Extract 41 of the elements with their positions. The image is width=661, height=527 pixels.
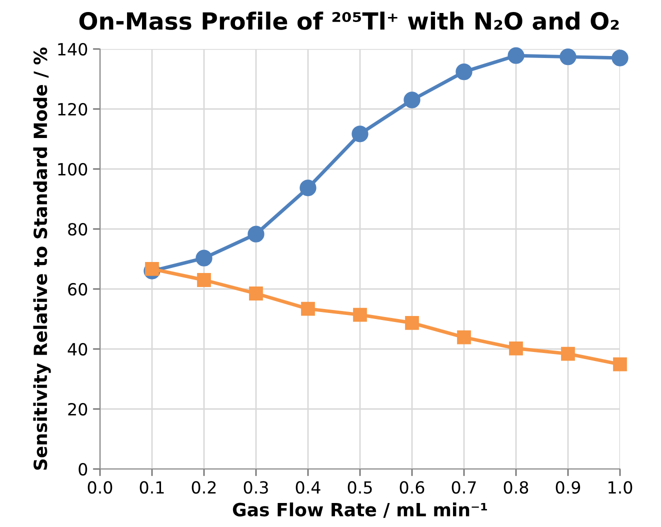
point xyxy=(145,262,159,276)
point xyxy=(405,316,419,330)
point xyxy=(352,126,368,142)
y-axis-title: Sensitivity Relative to Standard Mode / % xyxy=(33,47,51,470)
point xyxy=(404,92,420,108)
y-tick-label: 140 xyxy=(58,42,88,56)
x-tick-label: 0.4 xyxy=(296,481,320,494)
y-tick-label: 120 xyxy=(58,102,88,116)
y-tick-label: 0 xyxy=(78,462,88,476)
point xyxy=(197,273,211,287)
point xyxy=(300,180,316,196)
chart-title: On-Mass Profile of ²⁰⁵Tl⁺ with N₂O and O₂ xyxy=(79,12,619,30)
x-tick-label: 0.9 xyxy=(556,481,580,494)
point xyxy=(248,226,264,242)
point xyxy=(560,48,576,66)
point xyxy=(508,47,524,64)
x-tick-label: 0.7 xyxy=(452,481,476,494)
x-tick-label: 0.8 xyxy=(504,481,528,494)
point xyxy=(509,341,523,356)
x-tick-label: 1.0 xyxy=(608,481,632,494)
x-tick-label: 0.6 xyxy=(400,481,424,494)
y-tick-label: 60 xyxy=(68,282,88,296)
point xyxy=(196,250,212,266)
point xyxy=(612,50,628,66)
y-tick-label: 100 xyxy=(58,162,88,176)
x-tick-label: 0.5 xyxy=(348,481,372,494)
x-tick-label: 0.1 xyxy=(140,481,164,494)
point xyxy=(613,357,627,372)
point xyxy=(301,302,315,316)
y-tick-label: 80 xyxy=(68,222,88,236)
x-tick-label: 0.3 xyxy=(244,481,268,494)
x-axis-title: Gas Flow Rate / mL min⁻¹ xyxy=(232,502,487,518)
x-tick-label: 0.2 xyxy=(192,481,216,494)
point xyxy=(456,63,472,80)
x-tick-label: 0.0 xyxy=(88,481,112,494)
point xyxy=(561,346,575,361)
y-tick-label: 40 xyxy=(68,342,88,356)
point xyxy=(249,286,263,300)
y-tick-label: 20 xyxy=(68,402,88,416)
point xyxy=(457,330,471,344)
point xyxy=(353,308,367,322)
